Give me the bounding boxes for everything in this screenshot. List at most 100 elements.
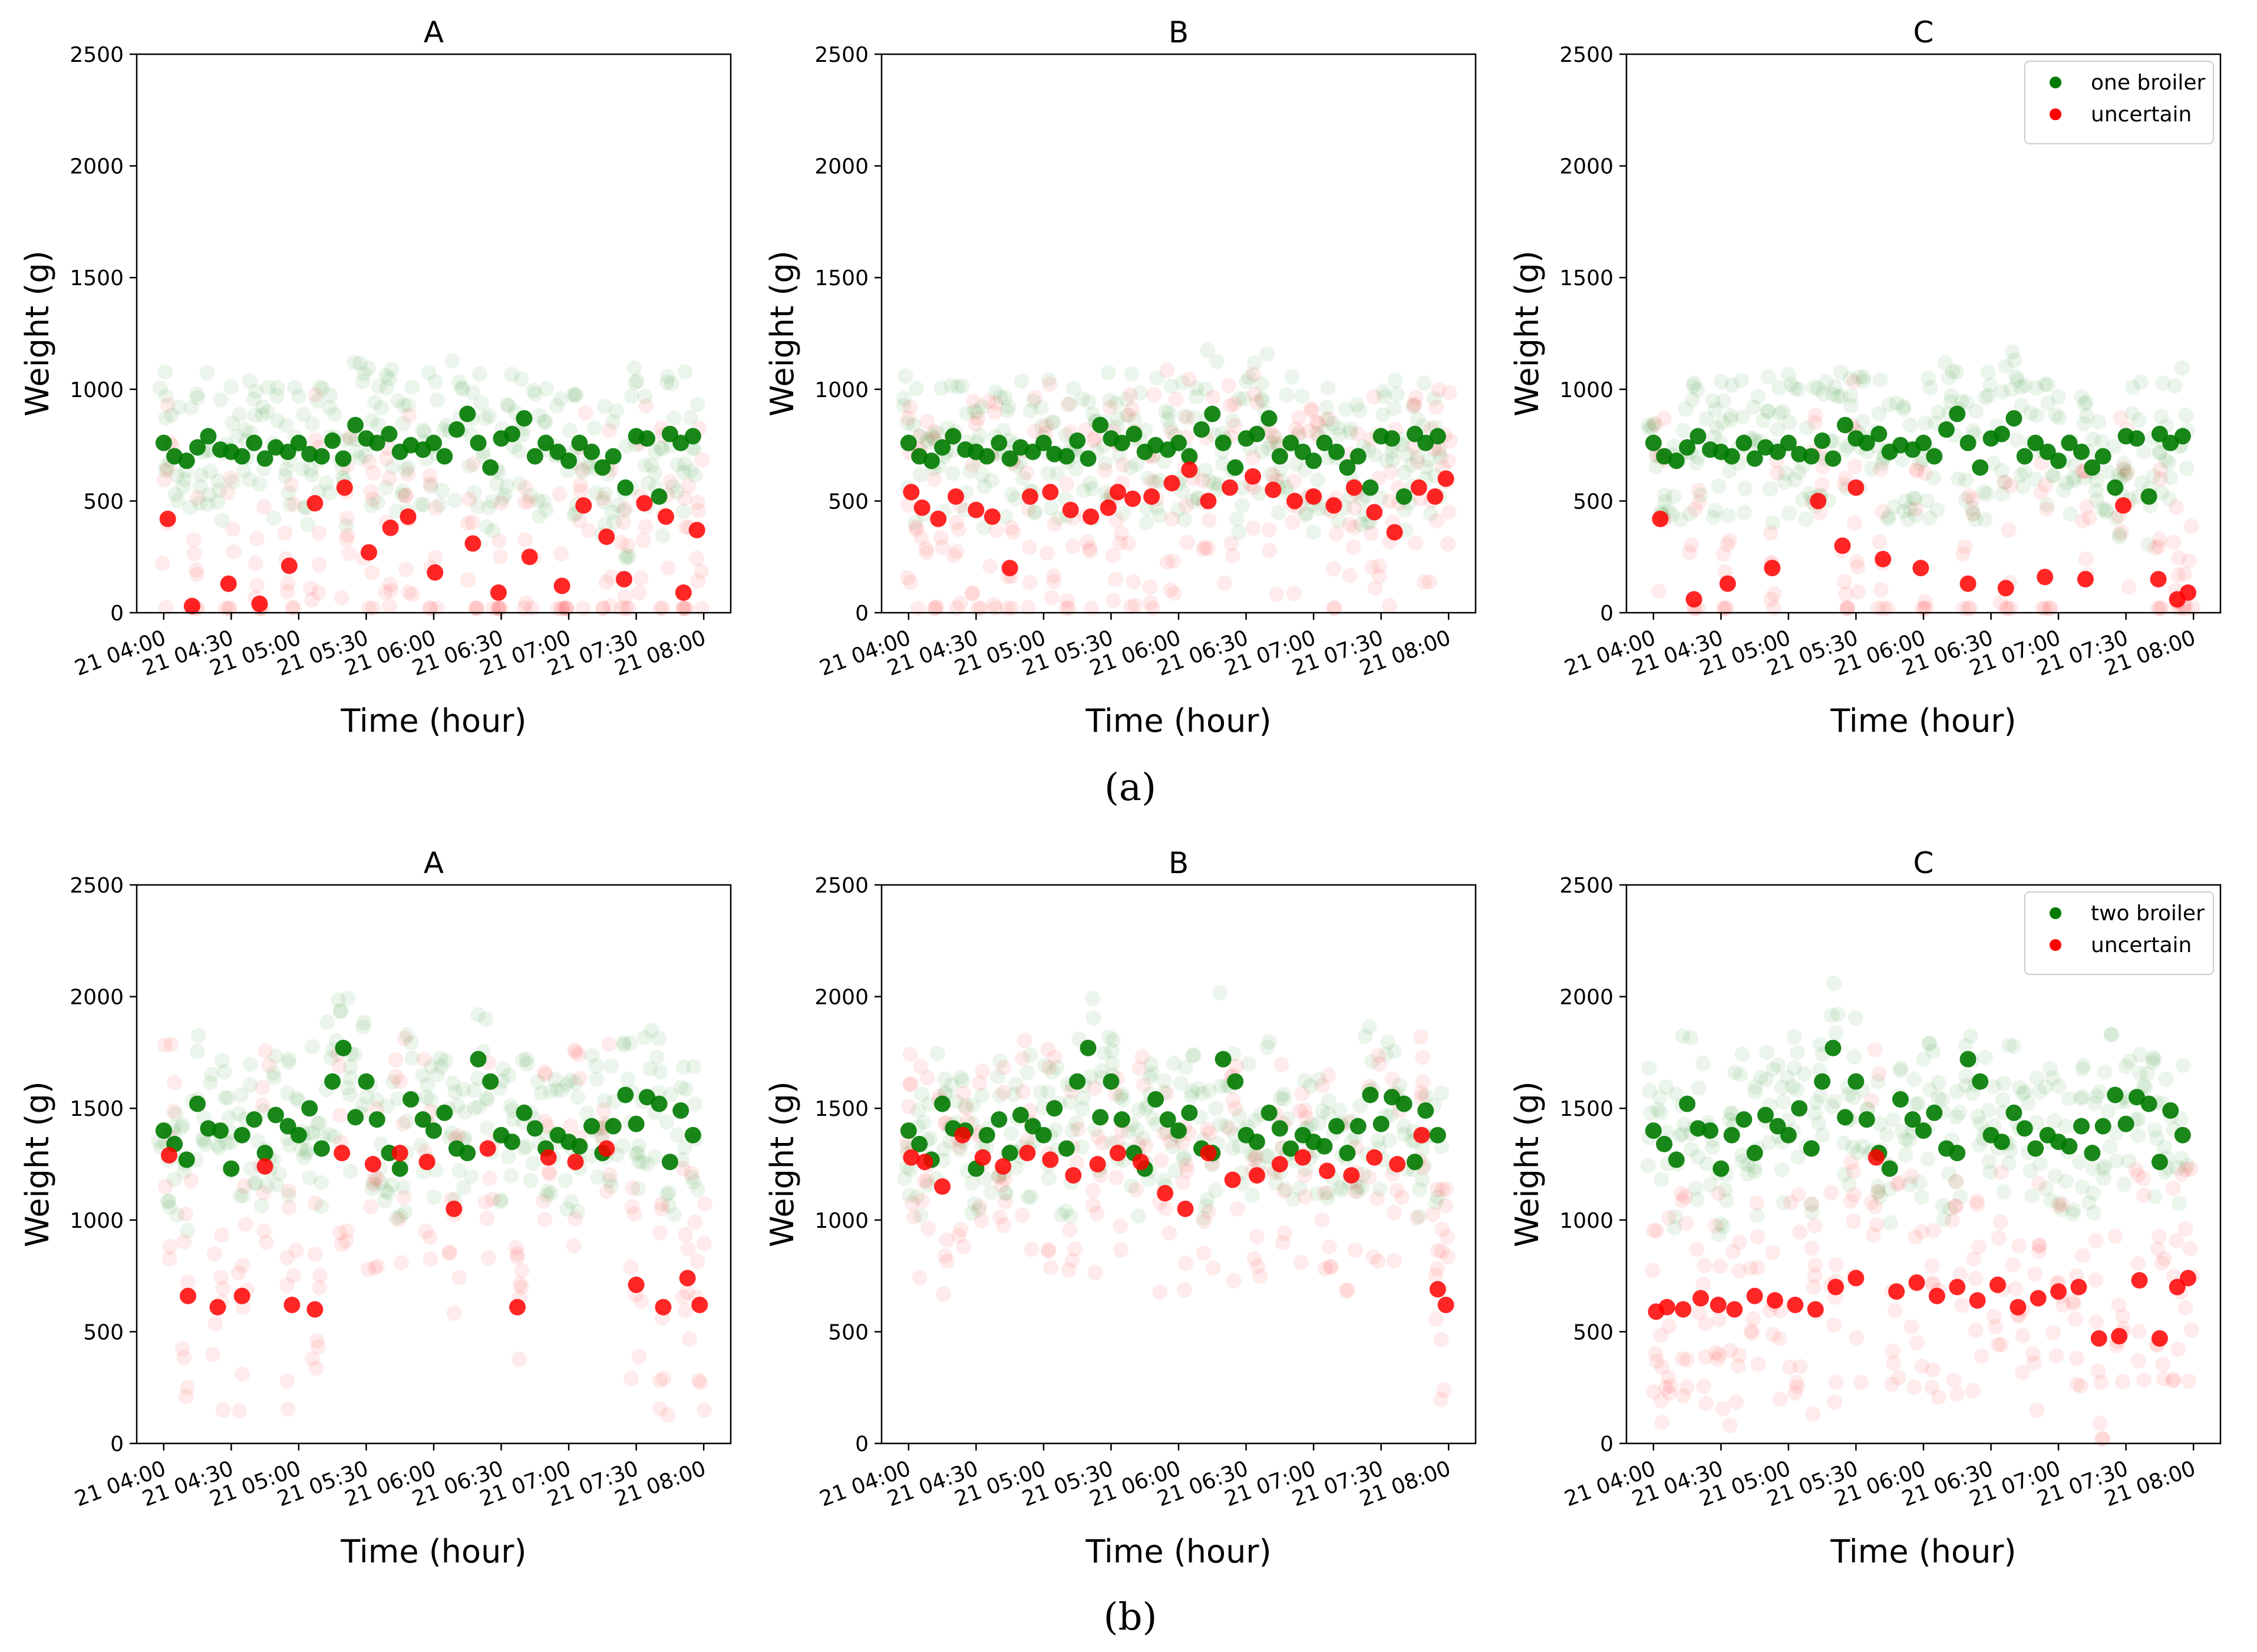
scatter-point-faint bbox=[1846, 1163, 1862, 1179]
scatter-point-faint bbox=[517, 532, 533, 548]
scatter-point-faint bbox=[176, 1350, 192, 1366]
scatter-point-faint bbox=[1381, 1132, 1397, 1148]
scatter-point-faint bbox=[1644, 419, 1660, 435]
scatter-point-faint bbox=[1170, 502, 1186, 518]
scatter-point-faint bbox=[686, 1059, 702, 1075]
scatter-point-faint bbox=[555, 600, 570, 616]
scatter-point-faint bbox=[1949, 1386, 1965, 1402]
scatter-point-faint bbox=[1222, 398, 1238, 414]
scatter-point bbox=[246, 434, 263, 451]
scatter-point-faint bbox=[1898, 493, 1913, 509]
scatter-point-faint bbox=[1228, 1101, 1243, 1116]
scatter-point-faint bbox=[1791, 381, 1807, 397]
scatter-point-faint bbox=[2094, 1431, 2110, 1447]
scatter-point-faint bbox=[1409, 1210, 1425, 1226]
scatter-point-faint bbox=[1112, 535, 1128, 551]
scatter-point-faint bbox=[1796, 1066, 1812, 1082]
scatter-point-faint bbox=[967, 1196, 983, 1212]
scatter-point-faint bbox=[415, 1068, 431, 1083]
scatter-point-faint bbox=[447, 493, 463, 508]
scatter-point-faint bbox=[1434, 1221, 1450, 1237]
scatter-point-faint bbox=[1949, 1084, 1965, 1100]
scatter-point-faint bbox=[1387, 372, 1403, 388]
scatter-point-faint bbox=[1040, 1042, 1056, 1058]
scatter-point bbox=[1245, 468, 1261, 485]
scatter-point bbox=[1652, 510, 1669, 527]
scatter-point-faint bbox=[512, 1352, 527, 1367]
scatter-point-faint bbox=[365, 491, 381, 507]
y-tick-label: 1000 bbox=[1559, 1209, 1613, 1233]
scatter-point bbox=[2107, 479, 2124, 496]
scatter-point-faint bbox=[210, 473, 226, 489]
scatter-point-faint bbox=[1371, 1048, 1387, 1063]
scatter-point-faint bbox=[951, 521, 966, 537]
scatter-point-faint bbox=[2097, 1158, 2113, 1174]
scatter-point-faint bbox=[998, 1186, 1014, 1202]
scatter-point bbox=[1938, 421, 1955, 438]
scatter-point bbox=[945, 428, 962, 445]
scatter-point-faint bbox=[1707, 402, 1723, 418]
scatter-point-faint bbox=[379, 1098, 395, 1114]
scatter-point-faint bbox=[948, 1093, 964, 1109]
scatter-point-faint bbox=[2090, 1363, 2106, 1379]
scatter-point-faint bbox=[401, 584, 417, 600]
scatter-point-faint bbox=[1668, 1086, 1684, 1102]
scatter-point-faint bbox=[1361, 1019, 1377, 1035]
scatter-point-faint bbox=[540, 1183, 556, 1199]
scatter-point-faint bbox=[1951, 471, 1966, 487]
scatter-point-faint bbox=[515, 1052, 531, 1068]
scatter-point bbox=[1080, 450, 1097, 467]
scatter-point bbox=[2180, 584, 2197, 601]
scatter-point-faint bbox=[2154, 1255, 2170, 1271]
scatter-point bbox=[2027, 1140, 2044, 1157]
scatter-point-faint bbox=[1319, 1190, 1335, 1206]
scatter-point-faint bbox=[1085, 1010, 1101, 1026]
scatter-point-faint bbox=[1744, 1325, 1760, 1341]
scatter-point-faint bbox=[1294, 1086, 1310, 1102]
scatter-point-faint bbox=[1763, 525, 1778, 541]
scatter-point-faint bbox=[1843, 388, 1859, 404]
scatter-point-faint bbox=[1871, 405, 1887, 421]
scatter-point bbox=[479, 1140, 496, 1157]
scatter-point-faint bbox=[2116, 1177, 2132, 1192]
scatter-point-faint bbox=[1301, 424, 1317, 440]
scatter-point-faint bbox=[2170, 567, 2186, 583]
scatter-point-faint bbox=[1390, 386, 1405, 402]
y-tick-label: 500 bbox=[83, 490, 124, 514]
scatter-point-faint bbox=[1176, 1149, 1192, 1165]
scatter-point-faint bbox=[2058, 1173, 2074, 1189]
scatter-point-faint bbox=[2156, 1139, 2172, 1155]
scatter-point-faint bbox=[334, 1237, 349, 1253]
scatter-point bbox=[903, 484, 920, 501]
scatter-point-faint bbox=[1179, 534, 1195, 550]
scatter-point-faint bbox=[1083, 1069, 1098, 1085]
scatter-point bbox=[427, 564, 444, 581]
scatter-point-faint bbox=[1100, 365, 1116, 381]
scatter-point-faint bbox=[2174, 360, 2190, 376]
scatter-point bbox=[991, 1111, 1008, 1128]
scatter-point-faint bbox=[896, 1171, 912, 1187]
scatter-point-faint bbox=[192, 479, 208, 495]
scatter-point-faint bbox=[1764, 1244, 1780, 1260]
scatter-point-faint bbox=[1396, 1126, 1412, 1142]
scatter-point-faint bbox=[2026, 1355, 2042, 1371]
scatter-point-faint bbox=[1254, 392, 1270, 408]
scatter-point-faint bbox=[580, 459, 596, 475]
scatter-point-faint bbox=[1407, 396, 1423, 412]
scatter-point-faint bbox=[361, 600, 377, 616]
scatter-point-faint bbox=[243, 1056, 259, 1072]
scatter-point-faint bbox=[1084, 990, 1100, 1006]
scatter-point-faint bbox=[2008, 1281, 2024, 1297]
scatter-point-faint bbox=[1309, 414, 1325, 429]
y-tick-label: 500 bbox=[828, 490, 869, 514]
scatter-point-faint bbox=[1833, 388, 1849, 404]
scatter-point-faint bbox=[1411, 1208, 1427, 1224]
scatter-point bbox=[978, 1126, 995, 1144]
scatter-point bbox=[1042, 484, 1059, 501]
scatter-point-faint bbox=[471, 1099, 487, 1115]
scatter-point-faint bbox=[1962, 600, 1978, 616]
scatter-point-faint bbox=[2170, 1342, 2186, 1357]
scatter-point-faint bbox=[1410, 411, 1426, 427]
scatter-point bbox=[1904, 1111, 1921, 1128]
scatter-point-faint bbox=[521, 494, 537, 510]
